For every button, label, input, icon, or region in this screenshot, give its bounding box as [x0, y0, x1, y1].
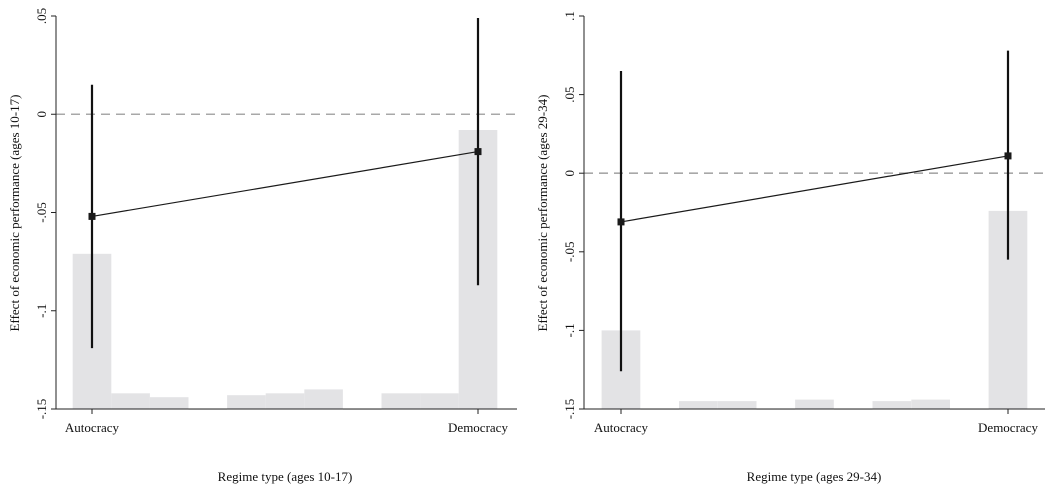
left-y-tick-label: -.15	[34, 399, 49, 420]
right-y-tick-label: -.05	[562, 242, 577, 263]
left-x-tick-label-democracy: Democracy	[448, 420, 508, 435]
left-y-tick-label: .05	[34, 8, 49, 24]
left-x-axis-label: Regime type (ages 10-17)	[218, 469, 353, 484]
right-histogram-bar	[872, 401, 912, 409]
right-x-tick-label-democracy: Democracy	[978, 420, 1038, 435]
left-point-estimate-marker	[88, 212, 96, 220]
left-histogram-bar	[149, 397, 189, 409]
right-point-estimate-marker	[1004, 152, 1012, 160]
left-point-estimate-marker	[474, 148, 482, 156]
left-panel: Effect of economic performance (ages 10-…	[7, 8, 517, 484]
left-y-tick-label: -.1	[34, 304, 49, 318]
left-histogram-bar	[304, 389, 343, 409]
left-x-tick-label-autocracy: Autocracy	[65, 420, 120, 435]
right-histogram-bar	[679, 401, 718, 409]
right-y-tick-label: -.15	[562, 399, 577, 420]
left-y-tick-label: -.05	[34, 202, 49, 223]
right-y-tick-label: 0	[562, 170, 577, 177]
right-histogram-bar	[795, 399, 834, 409]
right-y-axis-label: Effect of economic performance (ages 29-…	[535, 95, 550, 332]
left-histogram-bar	[381, 393, 421, 409]
right-y-tick-label: .05	[562, 86, 577, 102]
right-point-estimate-marker	[617, 218, 625, 226]
left-y-tick-label: 0	[34, 111, 49, 118]
right-panel: Effect of economic performance (ages 29-…	[535, 11, 1045, 484]
right-x-tick-label-autocracy: Autocracy	[594, 420, 649, 435]
right-estimate-line	[620, 155, 1009, 223]
left-estimate-line	[91, 150, 479, 218]
left-histogram-bar	[227, 395, 266, 409]
right-x-axis-label: Regime type (ages 29-34)	[747, 469, 882, 484]
left-histogram-bar	[111, 393, 150, 409]
left-y-axis-label: Effect of economic performance (ages 10-…	[7, 95, 22, 332]
left-histogram-bar	[420, 393, 459, 409]
right-y-tick-label: -.1	[562, 323, 577, 337]
right-y-tick-label: .1	[562, 11, 577, 21]
right-histogram-bar	[717, 401, 757, 409]
left-histogram-bar	[265, 393, 305, 409]
right-histogram-bar	[911, 399, 950, 409]
